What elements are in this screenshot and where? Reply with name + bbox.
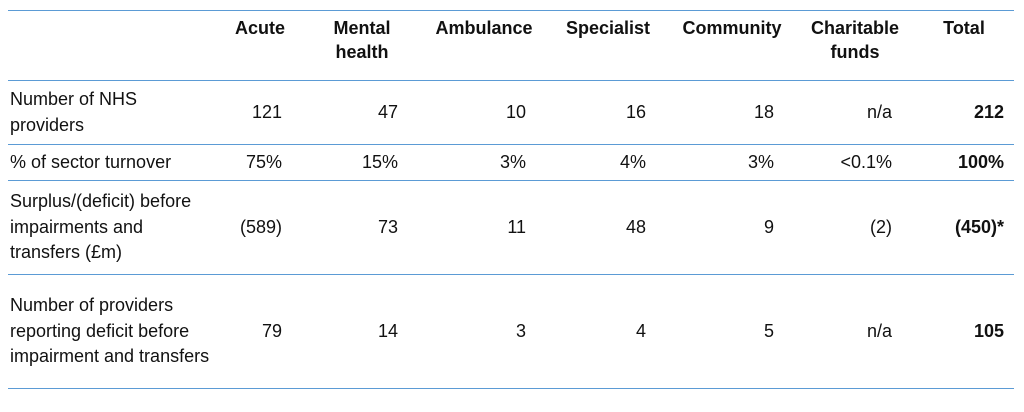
cell-acute: 121 (251, 101, 282, 122)
cell-total: 100% (957, 151, 1004, 172)
row-label: Number of NHS providers (10, 88, 138, 135)
cell-community: 3% (747, 151, 774, 172)
row-label: Surplus/(deficit) before impairments and… (10, 191, 192, 263)
cell-charitable-funds: n/a (866, 101, 892, 122)
table-row: % of sector turnover 75% 15% 3% 4% 3% <0… (8, 145, 1014, 181)
header-cell-specialist: Specialist (565, 18, 651, 38)
cell-mental-health: 14 (377, 320, 398, 341)
cell-total: 212 (973, 101, 1004, 122)
header-cell-total: Total (943, 18, 985, 38)
table-row: Number of NHS providers 121 47 10 16 18 … (8, 81, 1014, 145)
cell-ambulance: 3% (499, 151, 526, 172)
header-cell-blank (8, 11, 216, 81)
financial-summary-table-container: Acute Mental health Ambulance Specialist… (8, 10, 1014, 389)
header-cell-charitable-funds: Charitable funds (810, 18, 900, 62)
cell-specialist: 4% (619, 151, 646, 172)
cell-community: 18 (753, 101, 774, 122)
row-label: Number of providers reporting deficit be… (10, 295, 210, 367)
header-cell-community: Community (682, 18, 782, 38)
cell-acute: (589) (239, 216, 282, 237)
cell-charitable-funds: (2) (870, 216, 892, 237)
cell-specialist: 4 (635, 320, 646, 341)
header-cell-mental-health: Mental health (333, 18, 391, 62)
cell-acute: 75% (245, 151, 282, 172)
cell-community: 5 (763, 320, 774, 341)
header-cell-acute: Acute (234, 18, 285, 38)
cell-ambulance: 3 (515, 320, 526, 341)
cell-total: (450)* (954, 216, 1004, 237)
cell-mental-health: 73 (377, 216, 398, 237)
cell-charitable-funds: <0.1% (840, 151, 892, 172)
table-row: Surplus/(deficit) before impairments and… (8, 181, 1014, 275)
cell-specialist: 48 (625, 216, 646, 237)
cell-mental-health: 47 (377, 101, 398, 122)
cell-total: 105 (973, 320, 1004, 341)
table-row: Number of providers reporting deficit be… (8, 275, 1014, 389)
cell-ambulance: 10 (505, 101, 526, 122)
cell-community: 9 (763, 216, 774, 237)
table-header-row: Acute Mental health Ambulance Specialist… (8, 10, 1014, 81)
cell-mental-health: 15% (361, 151, 398, 172)
header-cell-ambulance: Ambulance (435, 18, 533, 38)
cell-charitable-funds: n/a (866, 320, 892, 341)
cell-acute: 79 (261, 320, 282, 341)
cell-specialist: 16 (625, 101, 646, 122)
row-label: % of sector turnover (10, 151, 172, 172)
financial-summary-table: Acute Mental health Ambulance Specialist… (8, 10, 1014, 389)
cell-ambulance: 11 (507, 216, 526, 237)
